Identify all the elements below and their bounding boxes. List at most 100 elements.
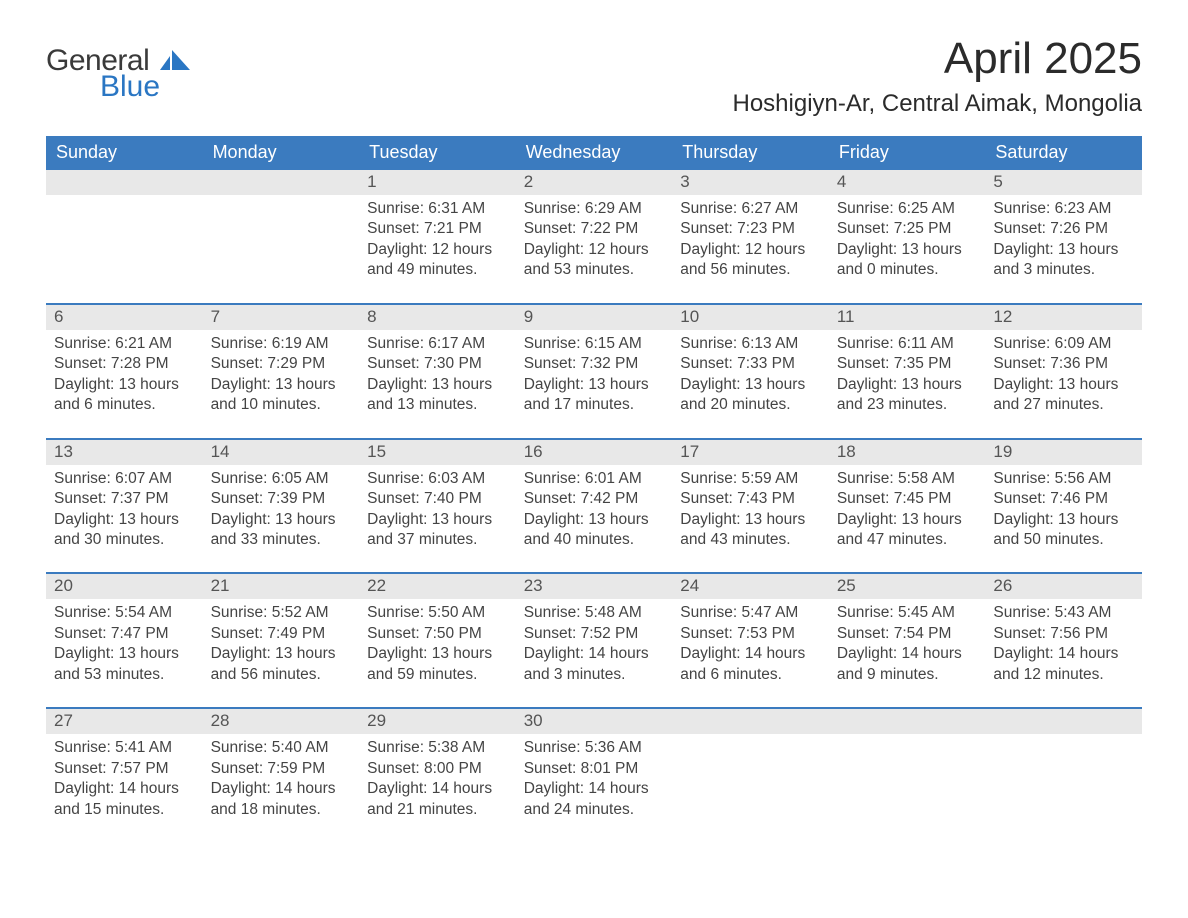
sunset-text: Sunset: 7:49 PM [211,624,352,644]
day-cell: Sunrise: 5:48 AMSunset: 7:52 PMDaylight:… [516,599,673,689]
day2-text: and 30 minutes. [54,530,195,550]
day1-text: Daylight: 13 hours [993,240,1134,260]
day-number: 22 [359,574,516,599]
day-cell [829,734,986,824]
day-number: 27 [46,709,203,734]
sunset-text: Sunset: 7:30 PM [367,354,508,374]
day-number: 7 [203,305,360,330]
day-number: 24 [672,574,829,599]
calendar: Sunday Monday Tuesday Wednesday Thursday… [46,136,1142,824]
day-number: 3 [672,170,829,195]
day-number: 16 [516,440,673,465]
day2-text: and 43 minutes. [680,530,821,550]
sunset-text: Sunset: 7:57 PM [54,759,195,779]
sunset-text: Sunset: 7:29 PM [211,354,352,374]
day1-text: Daylight: 13 hours [367,510,508,530]
day-cell: Sunrise: 6:31 AMSunset: 7:21 PMDaylight:… [359,195,516,285]
sunset-text: Sunset: 7:37 PM [54,489,195,509]
logo-text: General Blue [46,46,160,102]
day2-text: and 59 minutes. [367,665,508,685]
sunrise-text: Sunrise: 6:21 AM [54,334,195,354]
day2-text: and 20 minutes. [680,395,821,415]
topbar: General Blue April 2025 Hoshigiyn-Ar, Ce… [46,28,1142,118]
sunrise-text: Sunrise: 5:41 AM [54,738,195,758]
sunrise-text: Sunrise: 6:31 AM [367,199,508,219]
day-cell: Sunrise: 6:09 AMSunset: 7:36 PMDaylight:… [985,330,1142,420]
day1-text: Daylight: 13 hours [837,240,978,260]
day-number: 9 [516,305,673,330]
day-cell: Sunrise: 6:03 AMSunset: 7:40 PMDaylight:… [359,465,516,555]
sunset-text: Sunset: 8:00 PM [367,759,508,779]
sunset-text: Sunset: 7:22 PM [524,219,665,239]
day1-text: Daylight: 13 hours [524,375,665,395]
day1-text: Daylight: 13 hours [54,510,195,530]
sunrise-text: Sunrise: 6:23 AM [993,199,1134,219]
sunrise-text: Sunrise: 5:54 AM [54,603,195,623]
day-cell: Sunrise: 6:19 AMSunset: 7:29 PMDaylight:… [203,330,360,420]
sunrise-text: Sunrise: 5:36 AM [524,738,665,758]
sunset-text: Sunset: 7:32 PM [524,354,665,374]
day2-text: and 6 minutes. [54,395,195,415]
day-number: 25 [829,574,986,599]
weeks-container: 12345Sunrise: 6:31 AMSunset: 7:21 PMDayl… [46,170,1142,824]
day-cell: Sunrise: 6:11 AMSunset: 7:35 PMDaylight:… [829,330,986,420]
day2-text: and 56 minutes. [211,665,352,685]
sunrise-text: Sunrise: 6:25 AM [837,199,978,219]
sunrise-text: Sunrise: 6:17 AM [367,334,508,354]
day-cell: Sunrise: 5:38 AMSunset: 8:00 PMDaylight:… [359,734,516,824]
day-cell: Sunrise: 6:15 AMSunset: 7:32 PMDaylight:… [516,330,673,420]
week-row: 12345Sunrise: 6:31 AMSunset: 7:21 PMDayl… [46,170,1142,285]
sunrise-text: Sunrise: 6:05 AM [211,469,352,489]
day-number: 17 [672,440,829,465]
day-cell: Sunrise: 5:40 AMSunset: 7:59 PMDaylight:… [203,734,360,824]
day1-text: Daylight: 13 hours [367,644,508,664]
day2-text: and 56 minutes. [680,260,821,280]
sunset-text: Sunset: 7:21 PM [367,219,508,239]
day-number: 11 [829,305,986,330]
week-row: 13141516171819Sunrise: 6:07 AMSunset: 7:… [46,438,1142,555]
day-cell: Sunrise: 5:47 AMSunset: 7:53 PMDaylight:… [672,599,829,689]
weekday-header: Wednesday [516,136,673,170]
day-number: 8 [359,305,516,330]
day2-text: and 24 minutes. [524,800,665,820]
weekday-header-row: Sunday Monday Tuesday Wednesday Thursday… [46,136,1142,170]
day-number: 23 [516,574,673,599]
day-cell: Sunrise: 6:01 AMSunset: 7:42 PMDaylight:… [516,465,673,555]
day-number [46,170,203,195]
day-cell: Sunrise: 6:21 AMSunset: 7:28 PMDaylight:… [46,330,203,420]
sunset-text: Sunset: 7:42 PM [524,489,665,509]
sunset-text: Sunset: 7:50 PM [367,624,508,644]
day1-text: Daylight: 14 hours [993,644,1134,664]
day-number: 29 [359,709,516,734]
day-cell: Sunrise: 5:43 AMSunset: 7:56 PMDaylight:… [985,599,1142,689]
day-number [985,709,1142,734]
daycells-row: Sunrise: 6:21 AMSunset: 7:28 PM Daylight:… [46,330,1142,420]
week-row: 27282930Sunrise: 5:41 AMSunset: 7:57 PMD… [46,707,1142,824]
sunset-text: Sunset: 7:28 PM [54,354,195,374]
day-cell: Sunrise: 6:25 AMSunset: 7:25 PMDaylight:… [829,195,986,285]
day-cell: Sunrise: 6:07 AMSunset: 7:37 PMDaylight:… [46,465,203,555]
sunset-text: Sunset: 7:35 PM [837,354,978,374]
logo-flag-icon [160,50,194,79]
day2-text: and 0 minutes. [837,260,978,280]
sunrise-text: Sunrise: 6:03 AM [367,469,508,489]
day-number: 1 [359,170,516,195]
day-number: 21 [203,574,360,599]
sunset-text: Sunset: 7:47 PM [54,624,195,644]
day-number: 30 [516,709,673,734]
day1-text: Daylight: 13 hours [680,375,821,395]
day1-text: Daylight: 13 hours [837,510,978,530]
sunset-text: Sunset: 7:40 PM [367,489,508,509]
daynum-row: 12345 [46,170,1142,195]
day-cell: Sunrise: 6:05 AMSunset: 7:39 PMDaylight:… [203,465,360,555]
sunrise-text: Sunrise: 6:09 AM [993,334,1134,354]
sunrise-text: Sunrise: 5:40 AM [211,738,352,758]
day1-text: Daylight: 13 hours [524,510,665,530]
day1-text: Daylight: 13 hours [54,644,195,664]
sunrise-text: Sunrise: 5:58 AM [837,469,978,489]
sunset-text: Sunset: 7:25 PM [837,219,978,239]
month-title: April 2025 [732,34,1142,84]
sunset-text: Sunset: 7:26 PM [993,219,1134,239]
day2-text: and 10 minutes. [211,395,352,415]
day-number: 4 [829,170,986,195]
